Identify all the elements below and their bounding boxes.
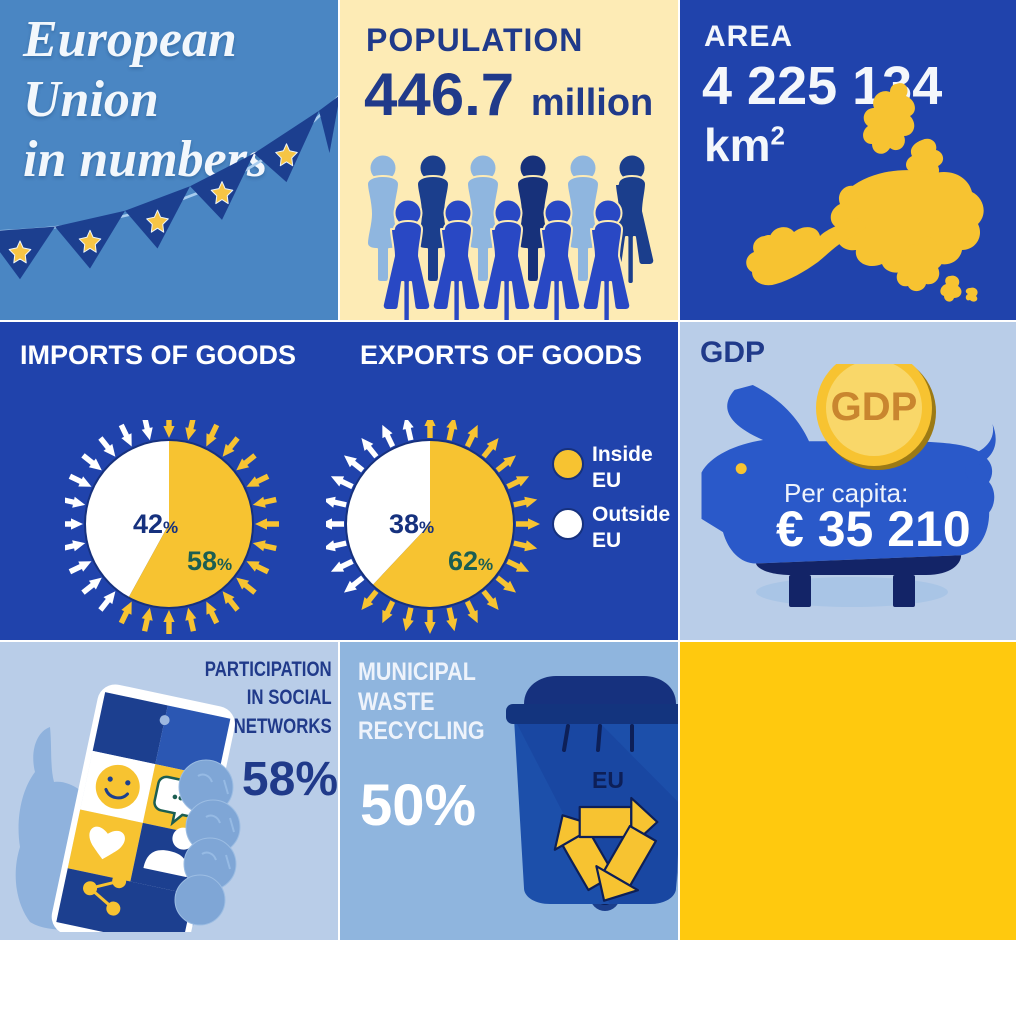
svg-text:EU: EU	[592, 767, 624, 793]
svg-text:€ 35 210: € 35 210	[776, 501, 971, 557]
svg-text:GDP: GDP	[831, 385, 918, 429]
